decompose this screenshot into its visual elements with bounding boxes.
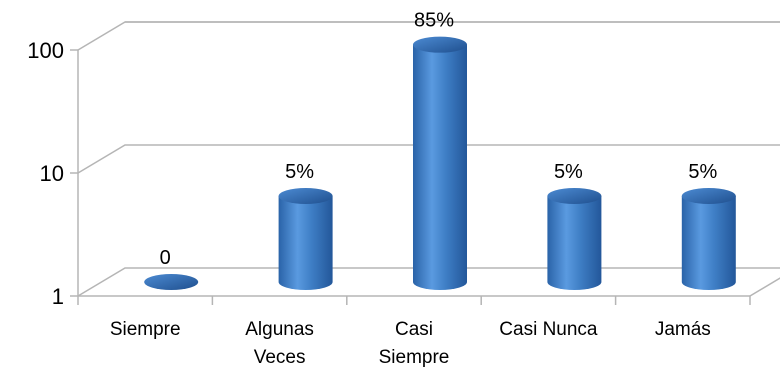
bar-body xyxy=(278,196,333,290)
gridline-10 xyxy=(77,144,780,174)
y-tick-label: 100 xyxy=(27,38,64,63)
x-axis xyxy=(77,277,780,305)
data-label: 0 xyxy=(160,247,171,269)
bar-top xyxy=(144,274,199,290)
data-labels: 0 5% 85% 5% 5% xyxy=(160,10,718,269)
bar-5 xyxy=(681,188,736,290)
bar-body xyxy=(547,196,602,290)
data-label: 85% xyxy=(414,10,454,32)
data-label: 5% xyxy=(285,161,314,183)
category-labels: Siempre Algunas Veces Casi Siempre Casi Nunca… xyxy=(110,319,711,368)
bar-body xyxy=(681,196,736,290)
bar-1 xyxy=(144,274,199,290)
floor-right-edge xyxy=(749,277,780,297)
bar-top xyxy=(278,188,333,205)
y-tick-label: 1 xyxy=(52,284,64,309)
bar-top xyxy=(681,188,736,205)
data-label: 5% xyxy=(688,161,717,183)
bar-body xyxy=(413,44,467,290)
bar-2 xyxy=(278,188,333,290)
category-label: Casi Siempre xyxy=(379,319,450,368)
bar-4 xyxy=(547,188,602,290)
bar-top xyxy=(413,36,467,53)
category-label: Jamás xyxy=(655,319,711,340)
bar-3 xyxy=(413,36,467,290)
y-tick-label: 10 xyxy=(40,161,64,186)
category-label: Siempre xyxy=(110,319,181,340)
bars xyxy=(144,36,736,290)
bar-top xyxy=(547,188,602,205)
category-label: Casi Nunca xyxy=(499,319,598,340)
gridline-100 xyxy=(77,21,780,51)
data-label: 5% xyxy=(554,161,583,183)
y-axis-ticks: 1 10 100 xyxy=(27,38,78,309)
category-label: Algunas Veces xyxy=(245,319,314,368)
